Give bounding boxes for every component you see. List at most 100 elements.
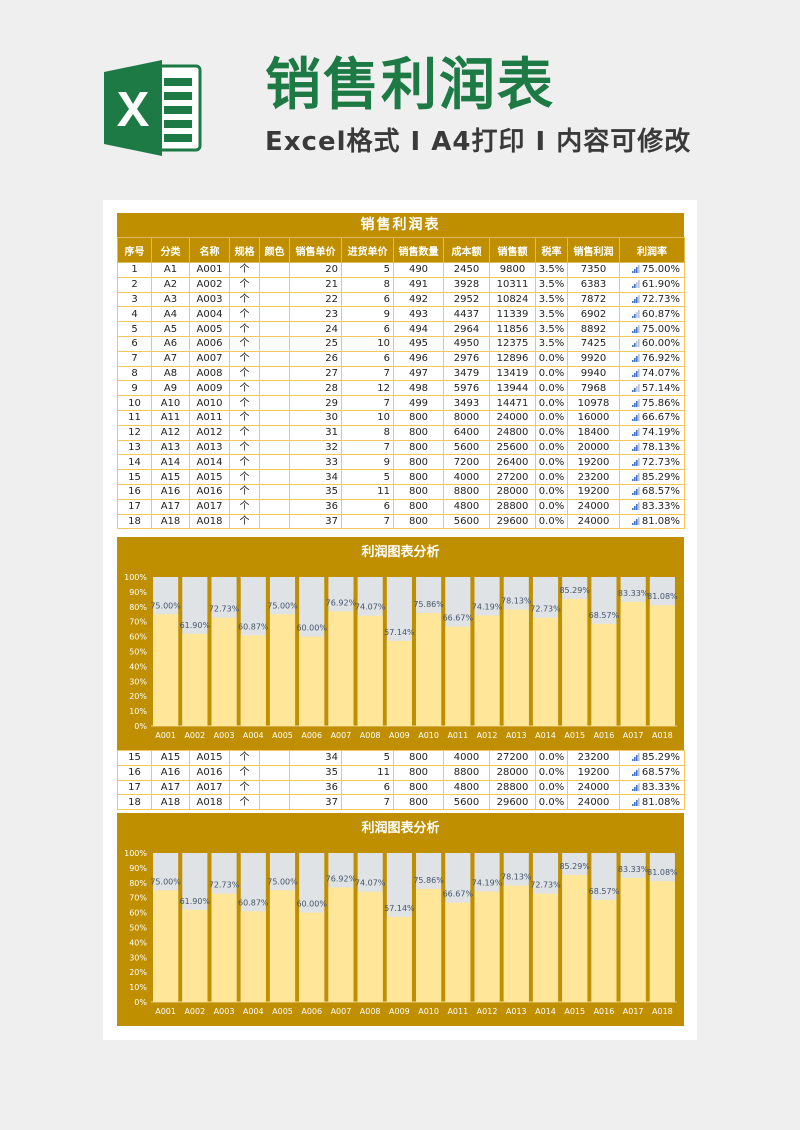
table-cell[interactable]: 0.0% bbox=[535, 439, 568, 456]
table-cell[interactable]: 16000 bbox=[567, 409, 620, 426]
table-cell[interactable]: 78.13% bbox=[619, 439, 685, 456]
table-cell[interactable]: 491 bbox=[393, 276, 444, 293]
table-cell[interactable]: 29600 bbox=[489, 513, 536, 530]
table-cell[interactable]: 个 bbox=[229, 380, 260, 397]
table-cell[interactable]: A013 bbox=[189, 439, 230, 456]
table-cell[interactable]: 24000 bbox=[567, 513, 620, 530]
table-cell[interactable]: 27200 bbox=[489, 750, 536, 766]
table-cell[interactable] bbox=[259, 424, 290, 441]
table-cell[interactable]: 4800 bbox=[443, 779, 490, 796]
table-cell[interactable]: 493 bbox=[393, 306, 444, 323]
table-cell[interactable]: 800 bbox=[393, 424, 444, 441]
table-cell[interactable]: 60.87% bbox=[619, 306, 685, 323]
table-cell[interactable]: 24800 bbox=[489, 424, 536, 441]
table-cell[interactable] bbox=[259, 395, 290, 411]
table-cell[interactable]: 0.0% bbox=[535, 498, 568, 515]
table-cell[interactable]: 6 bbox=[341, 350, 394, 367]
table-cell[interactable]: 5600 bbox=[443, 439, 490, 456]
table-cell[interactable]: 32 bbox=[289, 439, 342, 456]
table-cell[interactable]: 6400 bbox=[443, 424, 490, 441]
table-cell[interactable]: 13 bbox=[117, 439, 152, 456]
table-cell[interactable]: 0.0% bbox=[535, 779, 568, 796]
table-cell[interactable]: 10311 bbox=[489, 276, 536, 293]
table-cell[interactable]: 33 bbox=[289, 454, 342, 471]
table-cell[interactable]: A10 bbox=[151, 395, 190, 411]
table-cell[interactable]: 497 bbox=[393, 365, 444, 382]
table-cell[interactable]: 12 bbox=[341, 380, 394, 397]
table-cell[interactable] bbox=[259, 409, 290, 426]
table-cell[interactable]: 68.57% bbox=[619, 483, 685, 500]
table-cell[interactable]: 74.19% bbox=[619, 424, 685, 441]
table-cell[interactable]: 57.14% bbox=[619, 380, 685, 397]
table-cell[interactable]: 11 bbox=[341, 764, 394, 781]
table-cell[interactable]: 800 bbox=[393, 409, 444, 426]
table-cell[interactable]: 0.0% bbox=[535, 395, 568, 411]
table-cell[interactable]: 4000 bbox=[443, 469, 490, 485]
table-cell[interactable]: 0.0% bbox=[535, 750, 568, 766]
table-cell[interactable]: 6383 bbox=[567, 276, 620, 293]
table-cell[interactable]: 23200 bbox=[567, 750, 620, 766]
table-cell[interactable]: 个 bbox=[229, 321, 260, 337]
table-cell[interactable]: 498 bbox=[393, 380, 444, 397]
table-cell[interactable]: A009 bbox=[189, 380, 230, 397]
table-cell[interactable]: 6 bbox=[341, 779, 394, 796]
table-cell[interactable]: A010 bbox=[189, 395, 230, 411]
table-cell[interactable]: A014 bbox=[189, 454, 230, 471]
table-cell[interactable]: A12 bbox=[151, 424, 190, 441]
table-cell[interactable]: 496 bbox=[393, 350, 444, 367]
table-cell[interactable]: A17 bbox=[151, 779, 190, 796]
table-cell[interactable]: 18 bbox=[117, 794, 152, 811]
table-cell[interactable]: 75.00% bbox=[619, 262, 685, 278]
table-cell[interactable]: 9800 bbox=[489, 262, 536, 278]
table-cell[interactable]: 26 bbox=[289, 350, 342, 367]
table-cell[interactable]: 个 bbox=[229, 750, 260, 766]
table-cell[interactable]: A015 bbox=[189, 469, 230, 485]
table-cell[interactable]: 3.5% bbox=[535, 291, 568, 308]
table-cell[interactable]: 21 bbox=[289, 276, 342, 293]
table-cell[interactable]: 个 bbox=[229, 513, 260, 530]
table-cell[interactable]: 10 bbox=[341, 335, 394, 352]
table-cell[interactable]: 10824 bbox=[489, 291, 536, 308]
table-cell[interactable]: 35 bbox=[289, 483, 342, 500]
table-cell[interactable]: 23200 bbox=[567, 469, 620, 485]
table-cell[interactable]: A008 bbox=[189, 365, 230, 382]
table-cell[interactable]: 2964 bbox=[443, 321, 490, 337]
table-cell[interactable]: 3.5% bbox=[535, 262, 568, 278]
table-cell[interactable]: 9940 bbox=[567, 365, 620, 382]
table-cell[interactable]: 34 bbox=[289, 469, 342, 485]
table-cell[interactable] bbox=[259, 794, 290, 811]
table-cell[interactable] bbox=[259, 380, 290, 397]
table-cell[interactable]: 2450 bbox=[443, 262, 490, 278]
table-cell[interactable]: A3 bbox=[151, 291, 190, 308]
table-cell[interactable]: 0.0% bbox=[535, 365, 568, 382]
table-cell[interactable]: 个 bbox=[229, 498, 260, 515]
table-cell[interactable]: 13944 bbox=[489, 380, 536, 397]
table-cell[interactable]: 8800 bbox=[443, 483, 490, 500]
table-cell[interactable]: 7 bbox=[341, 513, 394, 530]
table-cell[interactable]: 3.5% bbox=[535, 321, 568, 337]
table-cell[interactable]: 9 bbox=[341, 306, 394, 323]
table-cell[interactable]: 6 bbox=[117, 335, 152, 352]
table-cell[interactable]: 36 bbox=[289, 498, 342, 515]
table-cell[interactable]: A001 bbox=[189, 262, 230, 278]
table-cell[interactable]: 个 bbox=[229, 262, 260, 278]
table-cell[interactable]: A4 bbox=[151, 306, 190, 323]
table-cell[interactable]: 6 bbox=[341, 498, 394, 515]
table-cell[interactable]: 12 bbox=[117, 424, 152, 441]
table-cell[interactable]: A8 bbox=[151, 365, 190, 382]
table-cell[interactable]: 5 bbox=[341, 469, 394, 485]
table-cell[interactable]: 800 bbox=[393, 794, 444, 811]
table-cell[interactable]: A6 bbox=[151, 335, 190, 352]
table-cell[interactable] bbox=[259, 483, 290, 500]
table-cell[interactable]: 5 bbox=[341, 262, 394, 278]
table-cell[interactable]: 个 bbox=[229, 291, 260, 308]
table-cell[interactable]: A004 bbox=[189, 306, 230, 323]
table-cell[interactable]: 66.67% bbox=[619, 409, 685, 426]
table-cell[interactable]: 495 bbox=[393, 335, 444, 352]
table-cell[interactable]: 5600 bbox=[443, 513, 490, 530]
table-cell[interactable]: 17 bbox=[117, 779, 152, 796]
table-cell[interactable]: 75.00% bbox=[619, 321, 685, 337]
table-cell[interactable] bbox=[259, 291, 290, 308]
table-cell[interactable]: A17 bbox=[151, 498, 190, 515]
table-cell[interactable]: 24000 bbox=[489, 409, 536, 426]
